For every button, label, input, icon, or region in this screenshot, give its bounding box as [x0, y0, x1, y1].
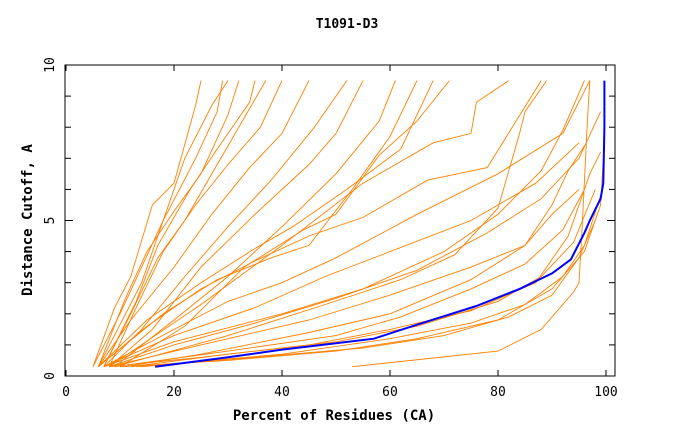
- ticks: 0 20 40 60 80 100 0 5 10: [43, 57, 618, 400]
- y-axis-label: Distance Cutoff, A: [20, 144, 36, 296]
- model-line-29: [103, 80, 256, 367]
- model-line-6: [125, 189, 580, 368]
- model-line-12: [98, 80, 542, 368]
- y-tick-label: 5: [43, 217, 58, 225]
- model-line-9: [109, 111, 602, 368]
- model-line-16: [109, 145, 585, 368]
- model-line-25: [103, 80, 348, 368]
- chart-title: T1091-D3: [316, 17, 379, 32]
- x-tick-label: 20: [166, 385, 182, 400]
- model-line-4: [141, 220, 596, 368]
- model-line-24: [98, 80, 310, 367]
- model-line-17: [114, 80, 547, 368]
- model-line-27: [114, 80, 396, 368]
- series-layer: [92, 80, 606, 368]
- y-tick-label: 10: [43, 57, 58, 73]
- model-line-7: [136, 195, 602, 368]
- model-line-21: [97, 80, 240, 367]
- model-line-8: [352, 80, 591, 368]
- model-line-5: [114, 189, 585, 368]
- y-tick-label: 0: [43, 372, 58, 380]
- model-line-13: [98, 80, 434, 368]
- model-line-11: [103, 80, 591, 368]
- x-tick-label: 100: [594, 385, 617, 400]
- model-line-26: [108, 80, 364, 368]
- model-line-28: [119, 80, 450, 368]
- model-line-3: [109, 151, 602, 368]
- model-line-30: [97, 80, 224, 367]
- model-line-10: [103, 142, 580, 368]
- highlight-line: [154, 80, 606, 368]
- model-line-15: [103, 80, 585, 368]
- x-tick-label: 80: [490, 385, 506, 400]
- model-line-18: [108, 80, 510, 368]
- model-line-14: [98, 80, 418, 368]
- x-tick-label: 0: [62, 385, 70, 400]
- x-tick-label: 40: [274, 385, 290, 400]
- model-line-23: [108, 80, 283, 367]
- model-line-19: [92, 80, 202, 367]
- x-axis-label: Percent of Residues (CA): [233, 408, 435, 424]
- x-tick-label: 60: [382, 385, 398, 400]
